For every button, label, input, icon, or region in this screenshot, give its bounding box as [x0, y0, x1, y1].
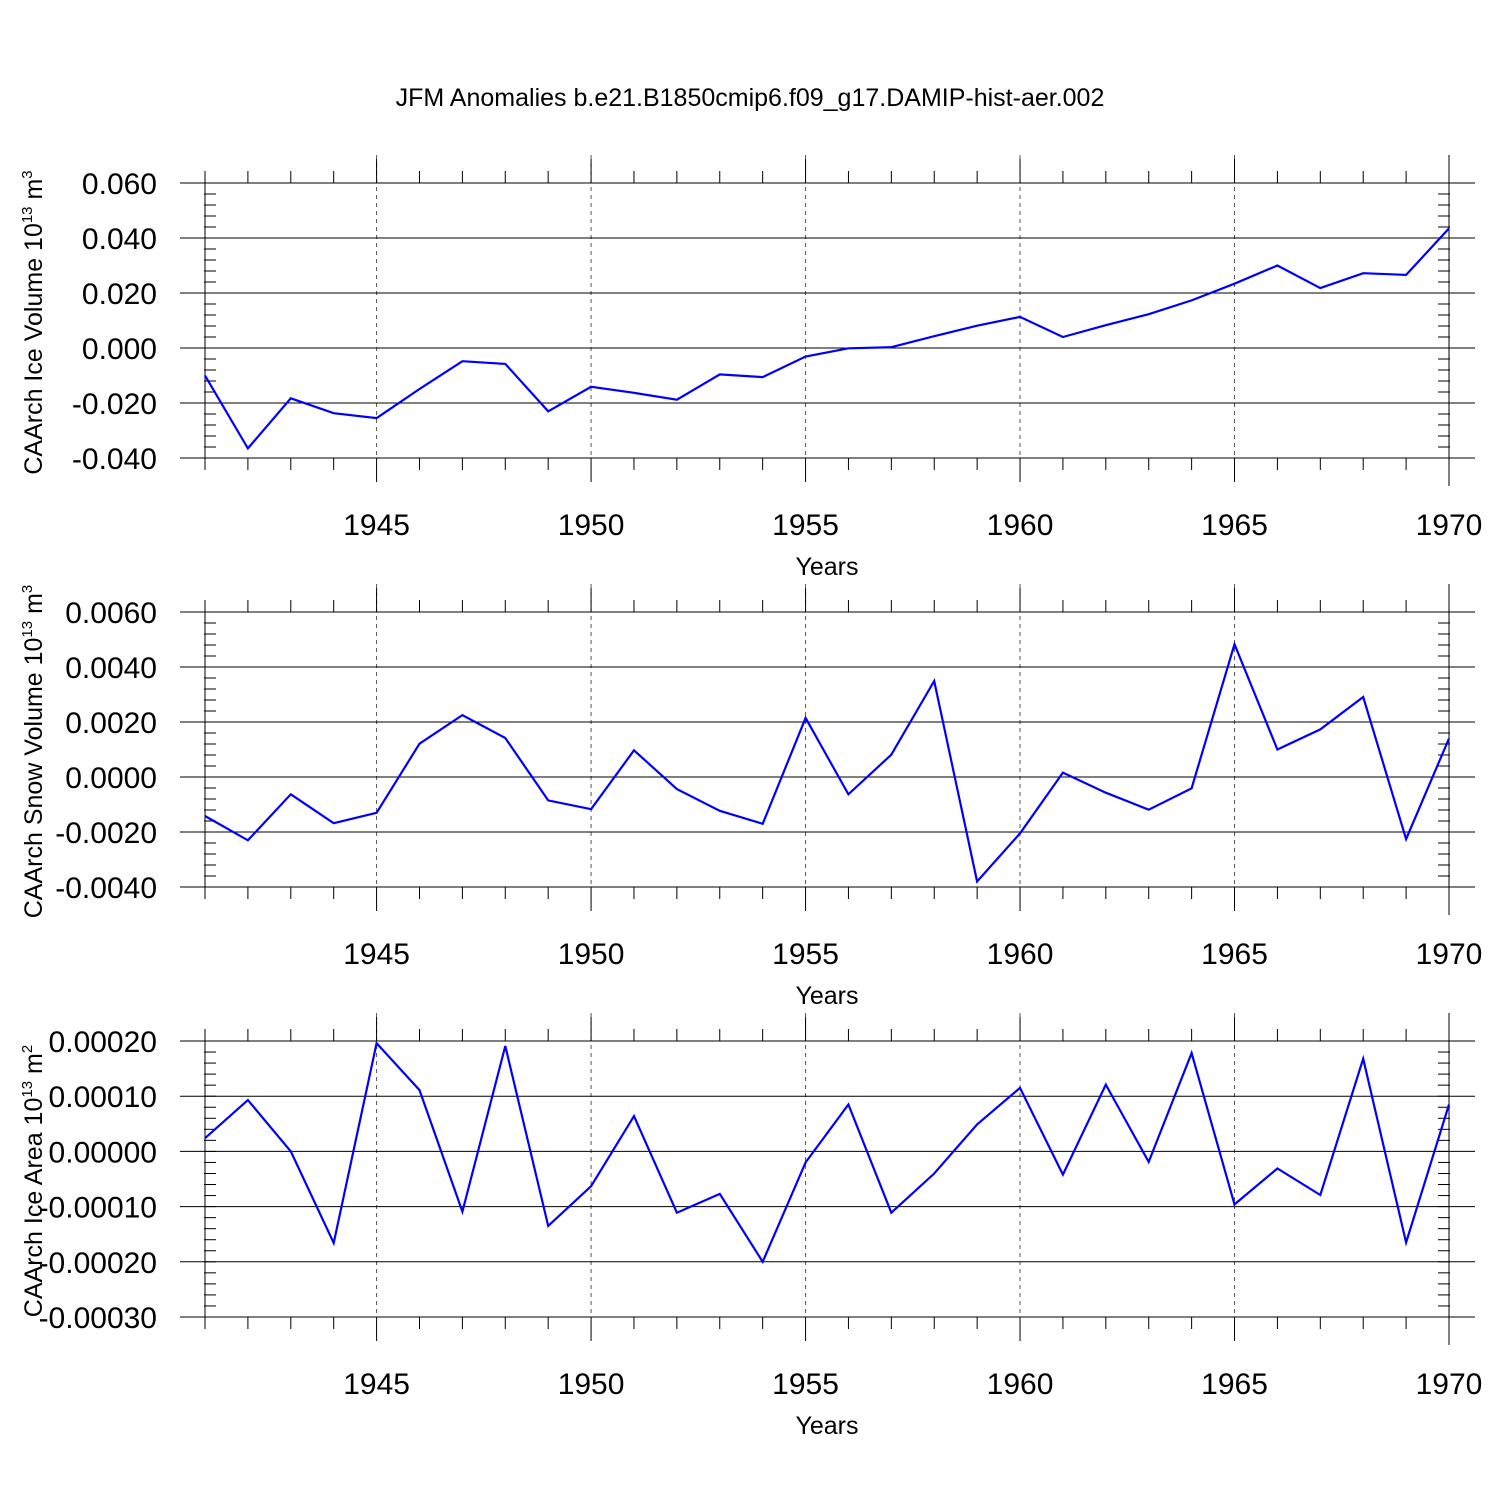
series-line [205, 228, 1449, 448]
y-tick-label: 0.00000 [49, 1136, 157, 1169]
y-axis-title-exponent: 13 [19, 206, 36, 223]
y-tick-label: 0.0040 [65, 652, 157, 685]
y-tick-label: 0.00020 [49, 1026, 157, 1059]
y-tick-label: -0.020 [72, 388, 157, 421]
x-tick-label: 1955 [772, 1368, 839, 1401]
x-tick-label: 1970 [1416, 509, 1483, 542]
y-axis-title-exponent: 13 [19, 621, 36, 638]
y-tick-label: -0.00020 [39, 1247, 157, 1280]
y-tick-label: -0.040 [72, 443, 157, 476]
y-axis-title: CAArch Ice Volume 1013 m3 [19, 170, 48, 474]
x-axis-title: Years [795, 1412, 858, 1440]
y-tick-label: 0.060 [82, 168, 157, 201]
x-tick-label: 1950 [558, 938, 625, 971]
x-tick-label: 1965 [1201, 1368, 1268, 1401]
y-tick-label: 0.0000 [65, 762, 157, 795]
x-tick-label: 1960 [987, 938, 1054, 971]
y-axis-title-unit: m [20, 593, 48, 621]
y-axis-title: CAArch Snow Volume 1013 m3 [19, 585, 48, 919]
y-axis-title-main: CAArch Snow Volume 10 [20, 638, 48, 919]
y-tick-label: 0.020 [82, 278, 157, 311]
series-line [205, 1043, 1449, 1262]
panel-ice-area: -0.00030 -0.00020 -0.00010 0.00000 0.00010 0.… [19, 1013, 1482, 1440]
x-tick-label: 1970 [1416, 938, 1483, 971]
x-tick-label: 1960 [987, 1368, 1054, 1401]
x-tick-label: 1955 [772, 938, 839, 971]
y-axis-title-main: CAArch Ice Volume 10 [20, 223, 48, 475]
y-tick-label: -0.00030 [39, 1302, 157, 1335]
y-axis-title-unit-exponent: 3 [19, 585, 36, 593]
x-tick-label: 1945 [343, 509, 410, 542]
y-tick-label: 0.000 [82, 333, 157, 366]
figure: -0.040 -0.020 0.000 0.020 0.040 0.060 1945 1950… [0, 0, 1500, 1500]
y-axis-title-main: CAArch Ice Area 10 [20, 1098, 48, 1318]
y-axis-title: CAArch Ice Area 1013 m2 [19, 1045, 48, 1317]
y-tick-label: 0.00010 [49, 1081, 157, 1114]
y-axis-title-unit: m [20, 179, 48, 207]
y-axis-title-exponent: 13 [19, 1081, 36, 1098]
panel-ice-volume: -0.040 -0.020 0.000 0.020 0.040 0.060 1945 1950… [19, 155, 1482, 581]
y-tick-label: 0.0060 [65, 597, 157, 630]
y-tick-label: 0.0020 [65, 707, 157, 740]
x-axis-title: Years [795, 553, 858, 581]
y-tick-label: -0.0040 [55, 872, 157, 905]
series-line [205, 644, 1449, 881]
y-axis-title-unit: m [20, 1053, 48, 1081]
y-tick-label: -0.0020 [55, 817, 157, 850]
x-tick-label: 1960 [987, 509, 1054, 542]
x-tick-label: 1950 [558, 1368, 625, 1401]
x-axis-title: Years [795, 982, 858, 1010]
x-tick-label: 1970 [1416, 1368, 1483, 1401]
x-tick-label: 1950 [558, 509, 625, 542]
y-axis-title-unit-exponent: 3 [19, 170, 36, 178]
x-tick-label: 1965 [1201, 509, 1268, 542]
x-tick-label: 1945 [343, 1368, 410, 1401]
x-tick-label: 1945 [343, 938, 410, 971]
y-axis-title-unit-exponent: 2 [19, 1045, 36, 1053]
x-tick-label: 1965 [1201, 938, 1268, 971]
panel-snow-volume: -0.0040 -0.0020 0.0000 0.0020 0.0040 0.0060 19… [19, 584, 1482, 1010]
x-tick-label: 1955 [772, 509, 839, 542]
y-tick-label: 0.040 [82, 223, 157, 256]
y-tick-label: -0.00010 [39, 1192, 157, 1225]
